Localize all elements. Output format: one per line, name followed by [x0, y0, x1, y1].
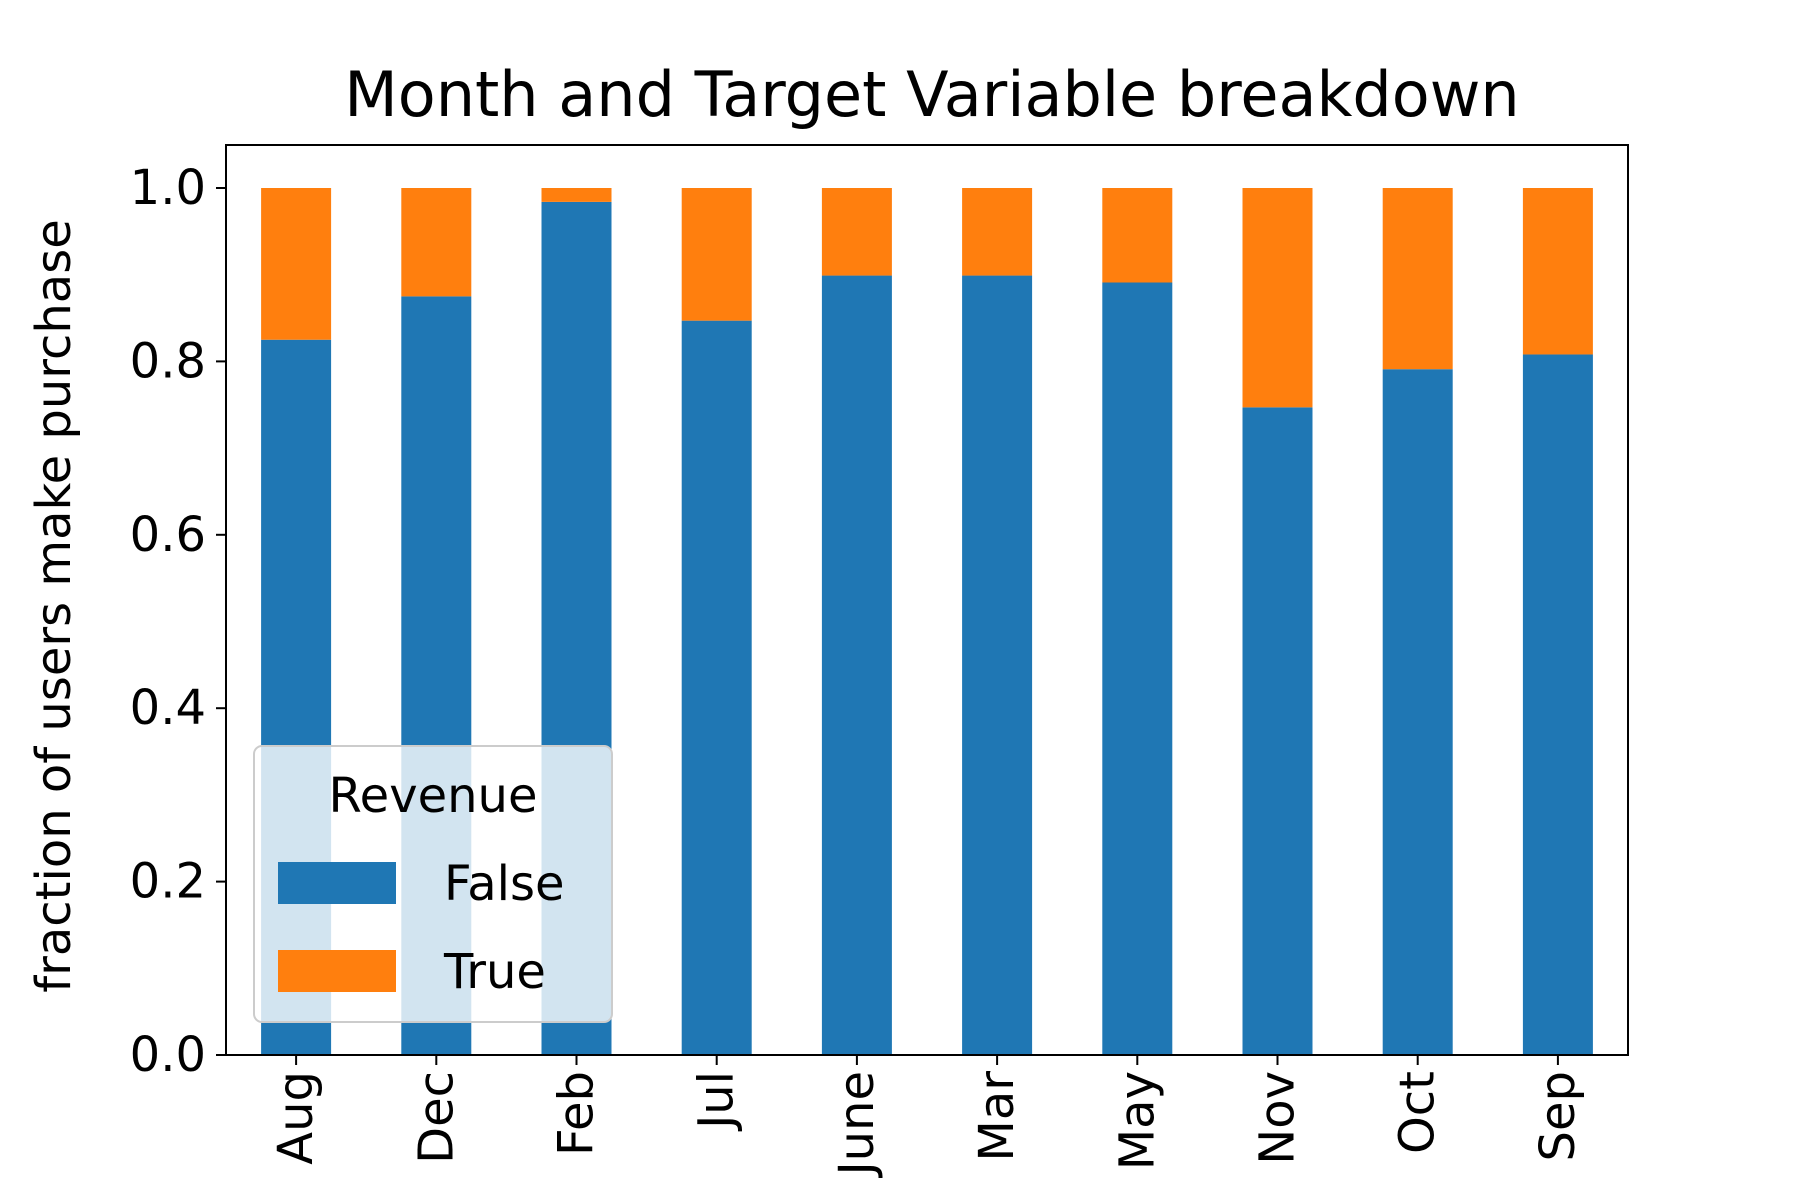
x-tick-label: Dec — [408, 1071, 464, 1164]
bar-sep-false — [1522, 354, 1593, 1055]
x-tick-label: May — [1109, 1071, 1165, 1170]
y-tick-label: 0.8 — [130, 333, 206, 389]
x-tick-label: June — [829, 1071, 885, 1179]
y-axis-label: fraction of users make purchase — [26, 219, 82, 993]
legend-swatch-true — [278, 950, 396, 992]
y-tick-label: 0.6 — [130, 507, 206, 563]
bar-mar-true — [962, 188, 1033, 276]
bar-june-false — [821, 275, 892, 1055]
legend-label-false: False — [444, 856, 565, 912]
bar-aug-true — [261, 188, 332, 340]
legend: Revenue False True — [253, 745, 613, 1023]
x-tick-label: Nov — [1250, 1071, 1306, 1165]
x-tick-label: Feb — [549, 1071, 605, 1156]
bar-may-true — [1102, 188, 1173, 283]
plot-frame — [225, 144, 1629, 1056]
bar-sep-true — [1522, 188, 1593, 355]
bar-may-false — [1102, 282, 1173, 1055]
x-tick-label: Aug — [268, 1071, 324, 1165]
y-tick-label: 0.2 — [130, 854, 206, 910]
bar-jul-false — [681, 320, 752, 1055]
x-tick-label: Jul — [689, 1071, 745, 1132]
y-tick-label: 0.4 — [130, 680, 206, 736]
bar-feb-true — [541, 188, 612, 202]
bar-jul-true — [681, 188, 752, 321]
bar-oct-true — [1382, 188, 1453, 370]
x-tick-label: Mar — [969, 1071, 1025, 1162]
legend-label-true: True — [443, 944, 546, 1000]
y-tick-label: 1.0 — [130, 160, 206, 216]
bar-oct-false — [1382, 369, 1453, 1055]
bar-nov-false — [1242, 407, 1313, 1055]
bar-mar-false — [962, 275, 1033, 1055]
x-tick-label: Oct — [1390, 1071, 1446, 1154]
y-tick-label: 0.0 — [130, 1027, 206, 1083]
x-tick-label: Sep — [1530, 1071, 1586, 1161]
legend-swatch-false — [278, 862, 396, 904]
bar-dec-true — [401, 188, 472, 297]
legend-title: Revenue — [328, 768, 537, 824]
bar-june-true — [821, 188, 892, 276]
ticks-layer: Aug Dec Feb Jul June Mar May Nov Oct Sep 0.0 0.2 0.4… — [130, 160, 1586, 1179]
chart-title: Month and Target Variable breakdown — [344, 58, 1519, 131]
bar-nov-true — [1242, 188, 1313, 408]
